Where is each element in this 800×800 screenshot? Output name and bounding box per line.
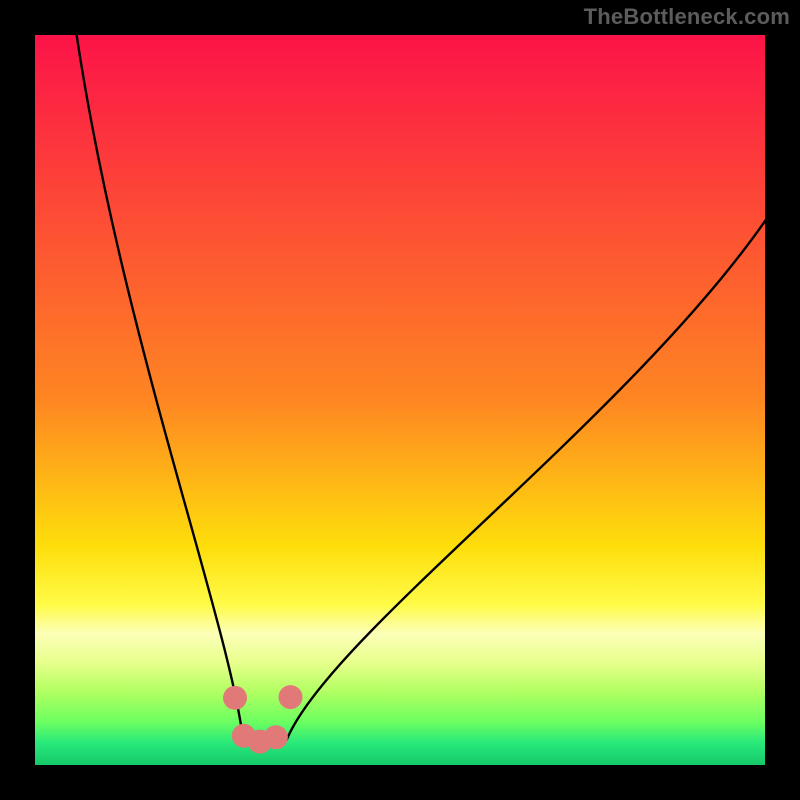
watermark-text: TheBottleneck.com <box>584 4 790 30</box>
plot-background <box>35 35 765 765</box>
curve-marker <box>279 685 303 709</box>
chart-container: { "watermark": { "text": "TheBottleneck.… <box>0 0 800 800</box>
curve-marker <box>264 725 288 749</box>
curve-marker <box>223 686 247 710</box>
bottleneck-chart <box>0 0 800 800</box>
